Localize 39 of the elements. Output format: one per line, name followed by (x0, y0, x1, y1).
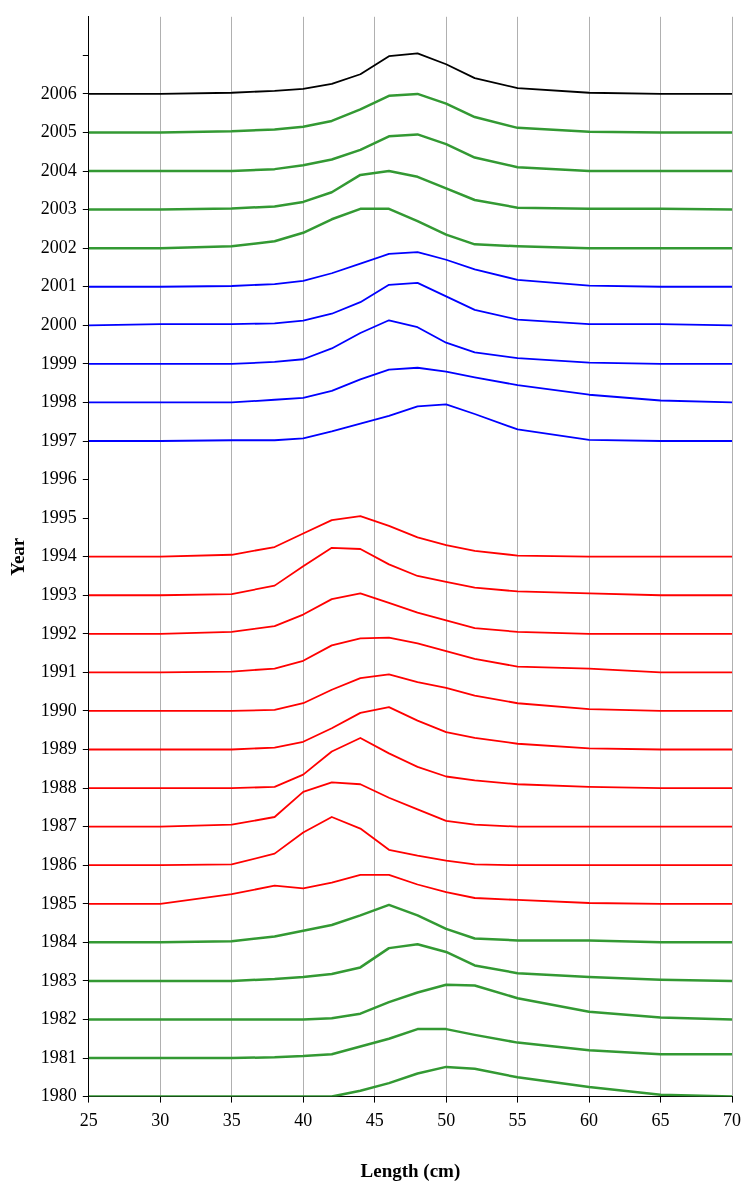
x-tick-label: 30 (151, 1110, 170, 1131)
y-tick-label: 1982 (40, 1008, 77, 1029)
y-tick-label: 1989 (40, 738, 77, 759)
y-tick-label: 1992 (40, 622, 77, 643)
y-tick-label: 1988 (40, 776, 77, 797)
x-tick-label: 65 (651, 1110, 670, 1131)
x-tick-label: 70 (723, 1110, 741, 1131)
y-tick-label: 1997 (40, 429, 77, 450)
y-tick-label: 1996 (40, 468, 77, 489)
x-tick-label: 35 (222, 1110, 241, 1131)
y-tick-label: 1994 (40, 545, 77, 566)
y-tick-label: 1998 (40, 391, 77, 412)
x-tick-label: 55 (508, 1110, 527, 1131)
y-tick-label: 1985 (40, 892, 77, 913)
x-tick-label: 40 (294, 1110, 313, 1131)
y-tick-label: 1999 (40, 352, 77, 373)
y-tick-label: 1993 (40, 584, 77, 604)
y-tick-label: 2003 (40, 198, 77, 219)
y-tick-label: 2002 (40, 236, 77, 257)
y-tick-label: 2004 (40, 159, 77, 180)
y-tick-label: 1987 (40, 815, 77, 836)
y-axis-title: Year (7, 537, 29, 576)
y-tick-label: 2000 (40, 314, 77, 335)
y-tick-label: 1991 (40, 661, 77, 682)
x-tick-label: 60 (580, 1110, 599, 1131)
x-tick-label: 50 (437, 1110, 456, 1131)
y-tick-label: 2005 (40, 121, 77, 142)
x-tick-label: 25 (79, 1110, 98, 1131)
y-tick-label: 2001 (40, 275, 77, 296)
x-tick-label: 45 (365, 1110, 384, 1131)
y-tick-label: 1983 (40, 969, 77, 990)
y-tick-label: 1986 (40, 853, 77, 874)
y-tick-label: 1984 (40, 931, 77, 952)
y-tick-label: 1995 (40, 506, 77, 527)
y-tick-label: 1981 (40, 1046, 77, 1067)
y-tick-label: 2006 (40, 82, 77, 103)
y-tick-label: 1980 (40, 1085, 77, 1106)
x-axis-title: Length (cm) (360, 1159, 461, 1182)
y-tick-label: 1990 (40, 699, 77, 720)
